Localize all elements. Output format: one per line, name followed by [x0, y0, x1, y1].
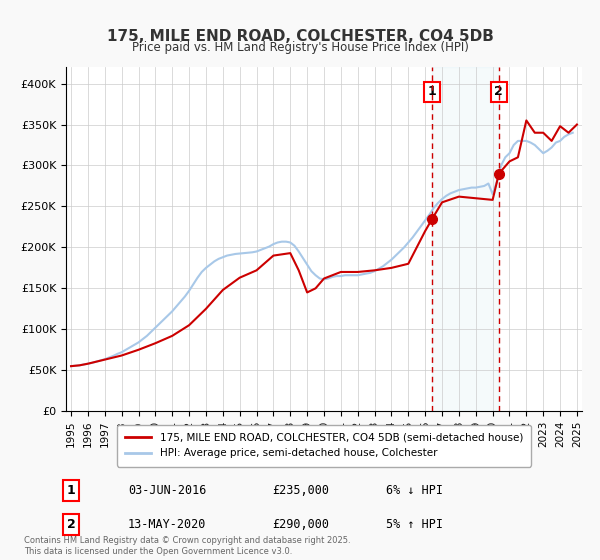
Text: 1: 1: [428, 85, 437, 98]
Text: 175, MILE END ROAD, COLCHESTER, CO4 5DB: 175, MILE END ROAD, COLCHESTER, CO4 5DB: [107, 29, 493, 44]
Text: 1: 1: [67, 484, 76, 497]
Text: £290,000: £290,000: [272, 518, 329, 531]
Text: Contains HM Land Registry data © Crown copyright and database right 2025.
This d: Contains HM Land Registry data © Crown c…: [24, 536, 350, 556]
Text: 13-MAY-2020: 13-MAY-2020: [128, 518, 206, 531]
Text: 03-JUN-2016: 03-JUN-2016: [128, 484, 206, 497]
Text: £235,000: £235,000: [272, 484, 329, 497]
Text: 2: 2: [494, 85, 503, 98]
Bar: [432, 67, 499, 411]
Legend: 175, MILE END ROAD, COLCHESTER, CO4 5DB (semi-detached house), HPI: Average pric: 175, MILE END ROAD, COLCHESTER, CO4 5DB …: [117, 424, 531, 466]
Text: 6% ↓ HPI: 6% ↓ HPI: [386, 484, 443, 497]
Text: Price paid vs. HM Land Registry's House Price Index (HPI): Price paid vs. HM Land Registry's House …: [131, 41, 469, 54]
Text: 2: 2: [67, 518, 76, 531]
Text: 5% ↑ HPI: 5% ↑ HPI: [386, 518, 443, 531]
